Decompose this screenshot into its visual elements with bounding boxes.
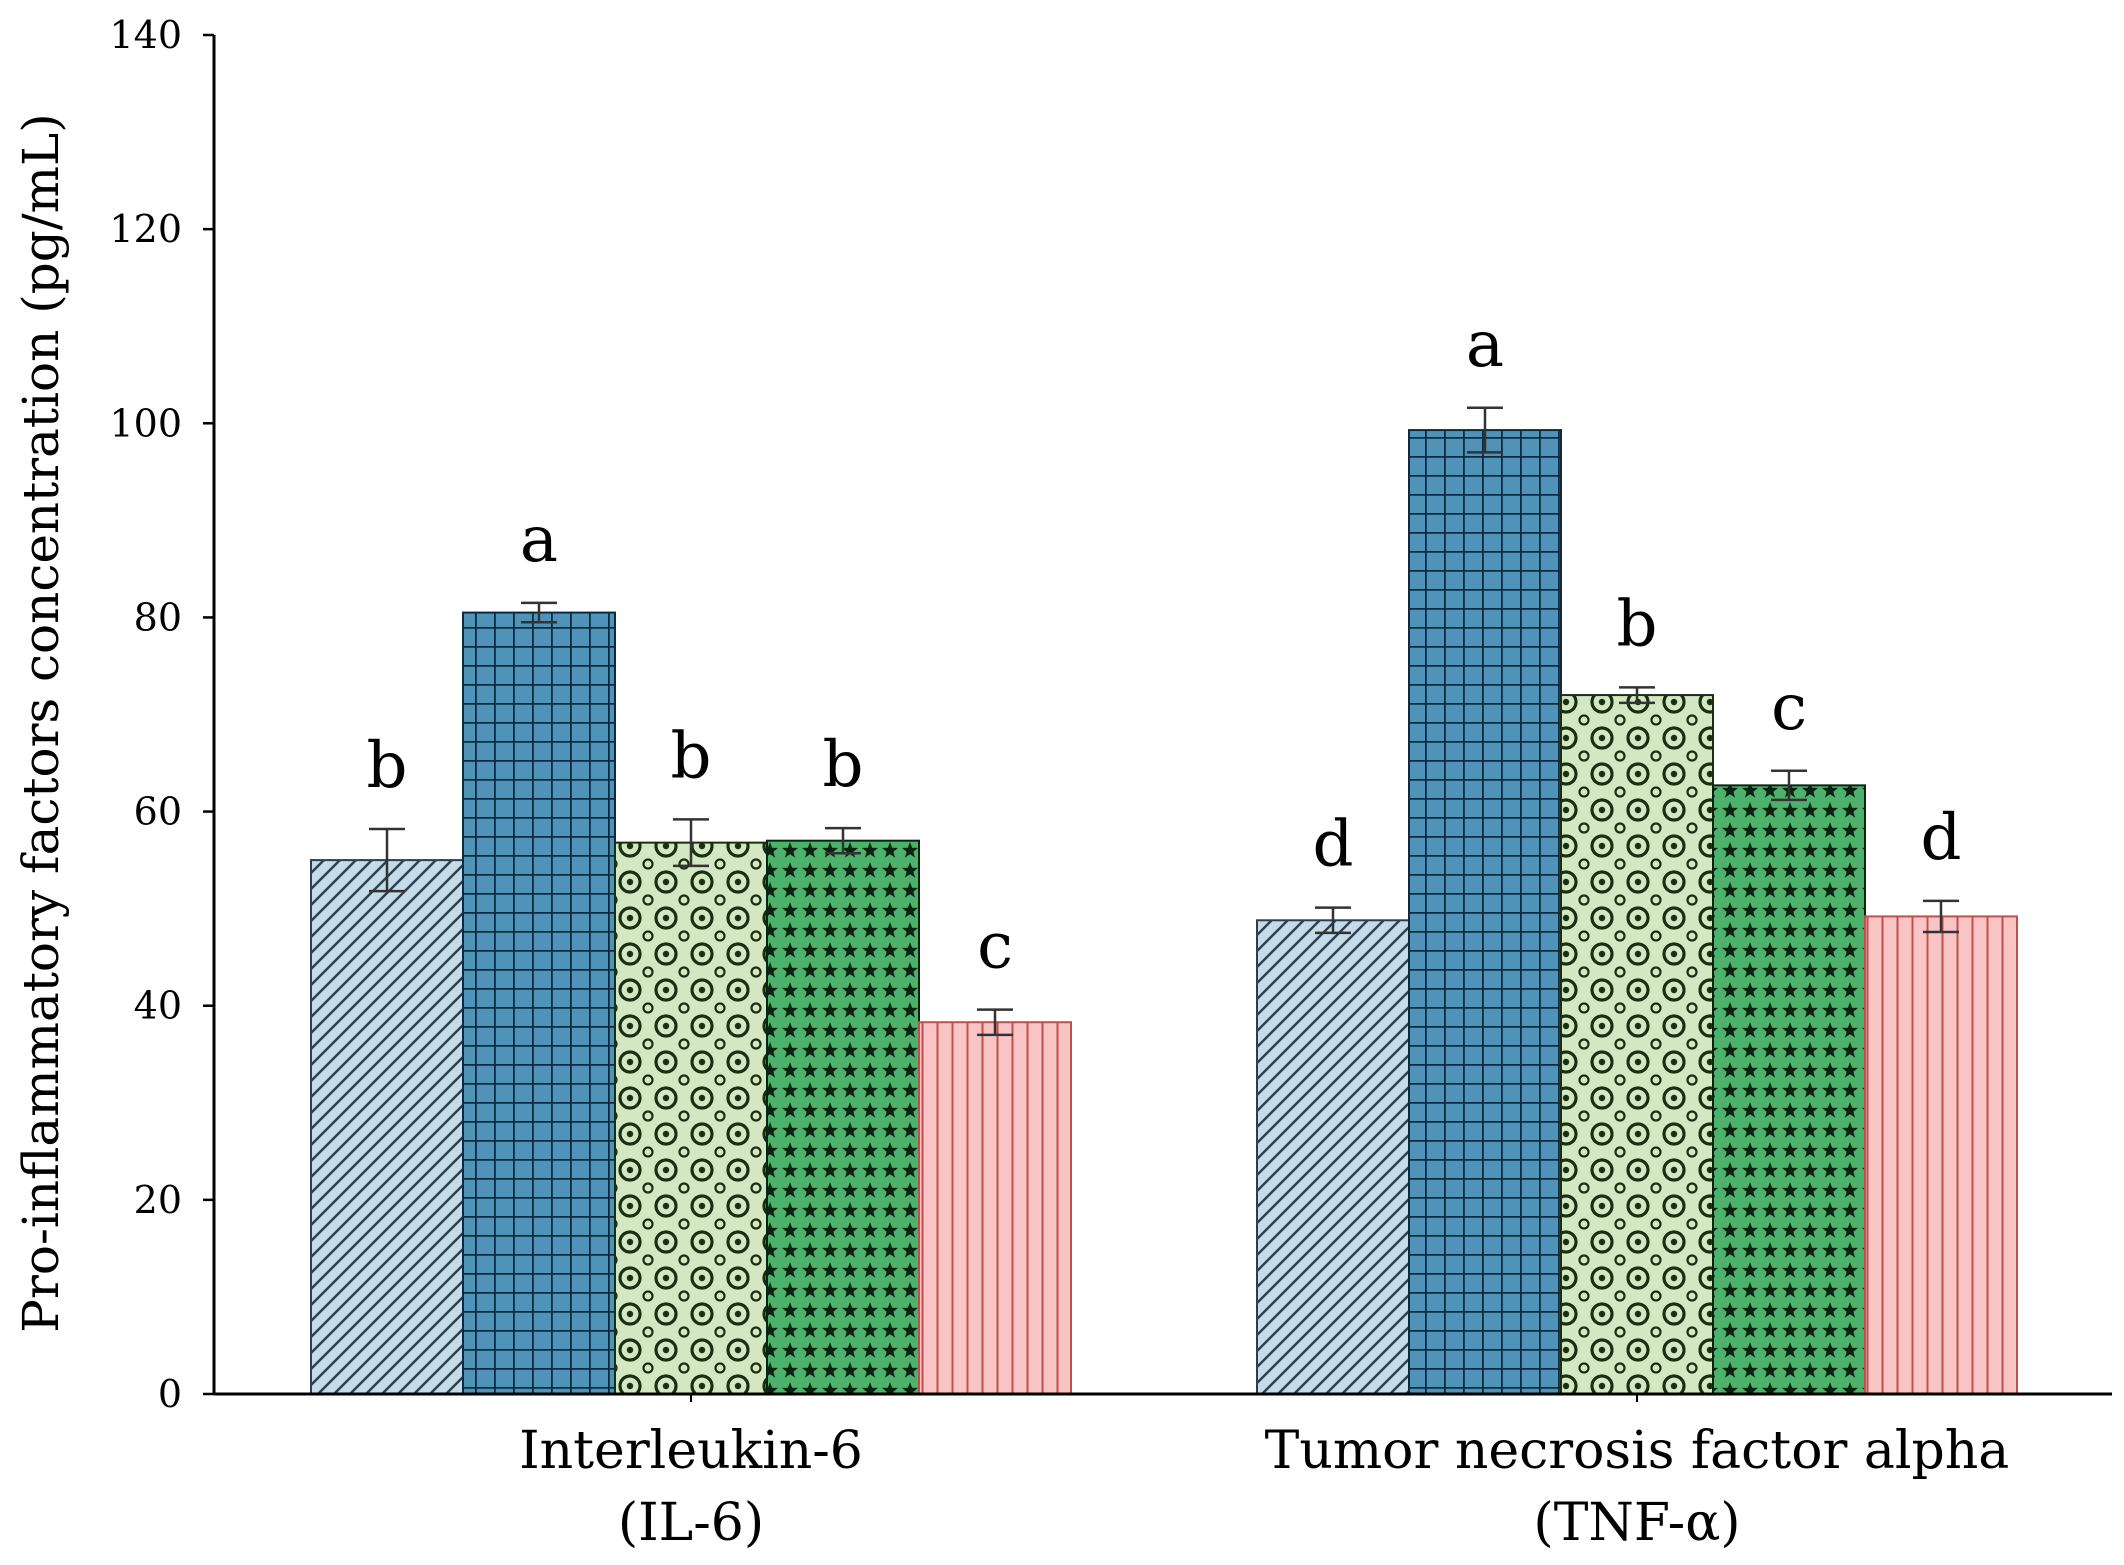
bar-group-1-cat-1 bbox=[310, 859, 464, 1395]
error-bar bbox=[1923, 899, 1959, 934]
bar-group-1-cat-2 bbox=[1256, 919, 1410, 1395]
significance-letter: c bbox=[977, 910, 1013, 984]
y-tick-label: 120 bbox=[109, 207, 182, 251]
bar-group-3-cat-2 bbox=[1560, 694, 1714, 1395]
error-bar bbox=[369, 827, 405, 893]
significance-letters: b d a a b b b c c d bbox=[367, 308, 1962, 984]
y-tick-label: 60 bbox=[134, 790, 182, 834]
bar-group-5-cat-2 bbox=[1864, 915, 2018, 1395]
significance-letter: a bbox=[1466, 308, 1504, 382]
bar-group-4-cat-1 bbox=[766, 839, 920, 1395]
y-tick-label: 0 bbox=[158, 1372, 182, 1416]
y-tick-label: 100 bbox=[109, 401, 182, 445]
category-labels: Interleukin-6 (IL-6) Tumor necrosis factor… bbox=[519, 1394, 2009, 1553]
error-bar bbox=[673, 818, 709, 868]
significance-letter: d bbox=[1313, 808, 1354, 882]
error-bar bbox=[1467, 406, 1503, 454]
bar-group-2-cat-2 bbox=[1408, 429, 1562, 1396]
bar-group-4-cat-2 bbox=[1712, 784, 1866, 1395]
bars bbox=[310, 429, 2018, 1396]
category-label-line2: (TNF-α) bbox=[1533, 1493, 1740, 1553]
error-bar bbox=[521, 601, 557, 624]
y-tick-label: 140 bbox=[109, 13, 182, 57]
error-bar bbox=[1771, 769, 1807, 802]
y-tick-label: 40 bbox=[134, 984, 182, 1028]
category-label-line1: Interleukin-6 bbox=[519, 1421, 863, 1481]
bar-group-2-cat-1 bbox=[462, 611, 616, 1395]
category-label-line1: Tumor necrosis factor alpha bbox=[1265, 1421, 2010, 1481]
error-bar bbox=[977, 1008, 1013, 1037]
error-bar bbox=[825, 826, 861, 855]
y-tick-label: 20 bbox=[134, 1178, 182, 1222]
error-bar bbox=[1619, 686, 1655, 705]
y-tick-label: 80 bbox=[134, 595, 182, 639]
significance-letter: b bbox=[367, 729, 408, 803]
significance-letter: b bbox=[671, 719, 712, 793]
error-bars bbox=[369, 406, 1959, 1037]
significance-letter: d bbox=[1921, 801, 1962, 875]
bar-group-5-cat-1 bbox=[918, 1021, 1072, 1395]
category-label-line2: (IL-6) bbox=[618, 1493, 764, 1553]
error-bar bbox=[1315, 906, 1351, 935]
significance-letter: c bbox=[1771, 671, 1807, 745]
bar-group-3-cat-1 bbox=[614, 841, 768, 1395]
y-axis-title: Pro-inflammatory factors concentration (… bbox=[12, 113, 70, 1332]
significance-letter: a bbox=[520, 503, 558, 577]
significance-letter: b bbox=[1617, 587, 1658, 661]
y-ticks: 0 20 40 60 80 100 120 140 bbox=[109, 13, 214, 1416]
significance-letter: b bbox=[823, 728, 864, 802]
